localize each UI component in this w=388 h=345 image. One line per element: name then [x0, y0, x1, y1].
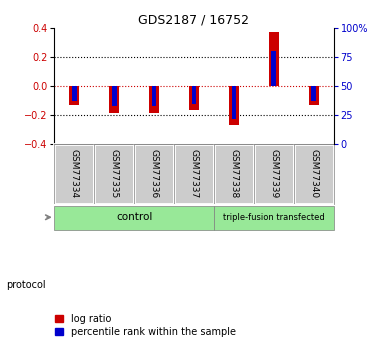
Bar	[174, 145, 214, 205]
Bar	[152, 86, 156, 106]
FancyBboxPatch shape	[54, 206, 214, 230]
Bar	[109, 86, 119, 113]
Bar	[112, 86, 116, 106]
Text: control: control	[116, 212, 152, 222]
Bar	[214, 145, 254, 205]
Bar	[94, 145, 134, 205]
Bar	[189, 86, 199, 110]
Text: GSM77338: GSM77338	[229, 149, 238, 198]
Bar	[174, 145, 214, 205]
Bar	[232, 86, 236, 119]
Bar	[94, 145, 134, 205]
Bar	[269, 32, 279, 86]
Bar	[192, 86, 196, 104]
Bar	[149, 86, 159, 113]
Bar	[311, 86, 316, 101]
Bar	[254, 145, 294, 205]
Bar	[69, 86, 79, 105]
Bar	[54, 145, 94, 205]
Text: triple-fusion transfected: triple-fusion transfected	[223, 213, 325, 222]
Bar	[294, 145, 334, 205]
Text: GSM77335: GSM77335	[110, 149, 119, 198]
Text: GSM77337: GSM77337	[189, 149, 199, 198]
Title: GDS2187 / 16752: GDS2187 / 16752	[139, 13, 249, 27]
Bar	[294, 145, 334, 205]
Bar	[134, 145, 174, 205]
Text: GSM77340: GSM77340	[309, 149, 318, 198]
Text: GSM77339: GSM77339	[269, 149, 278, 198]
Bar	[229, 86, 239, 126]
Bar	[254, 145, 294, 205]
Bar	[272, 51, 276, 86]
Bar	[134, 145, 174, 205]
Bar	[54, 145, 94, 205]
Bar	[214, 145, 254, 205]
Legend: log ratio, percentile rank within the sample: log ratio, percentile rank within the sa…	[55, 314, 236, 337]
Text: GSM77336: GSM77336	[150, 149, 159, 198]
Text: protocol: protocol	[6, 280, 45, 289]
Text: GSM77334: GSM77334	[70, 149, 79, 198]
Bar	[72, 86, 77, 101]
Bar	[309, 86, 319, 105]
FancyBboxPatch shape	[214, 206, 334, 230]
